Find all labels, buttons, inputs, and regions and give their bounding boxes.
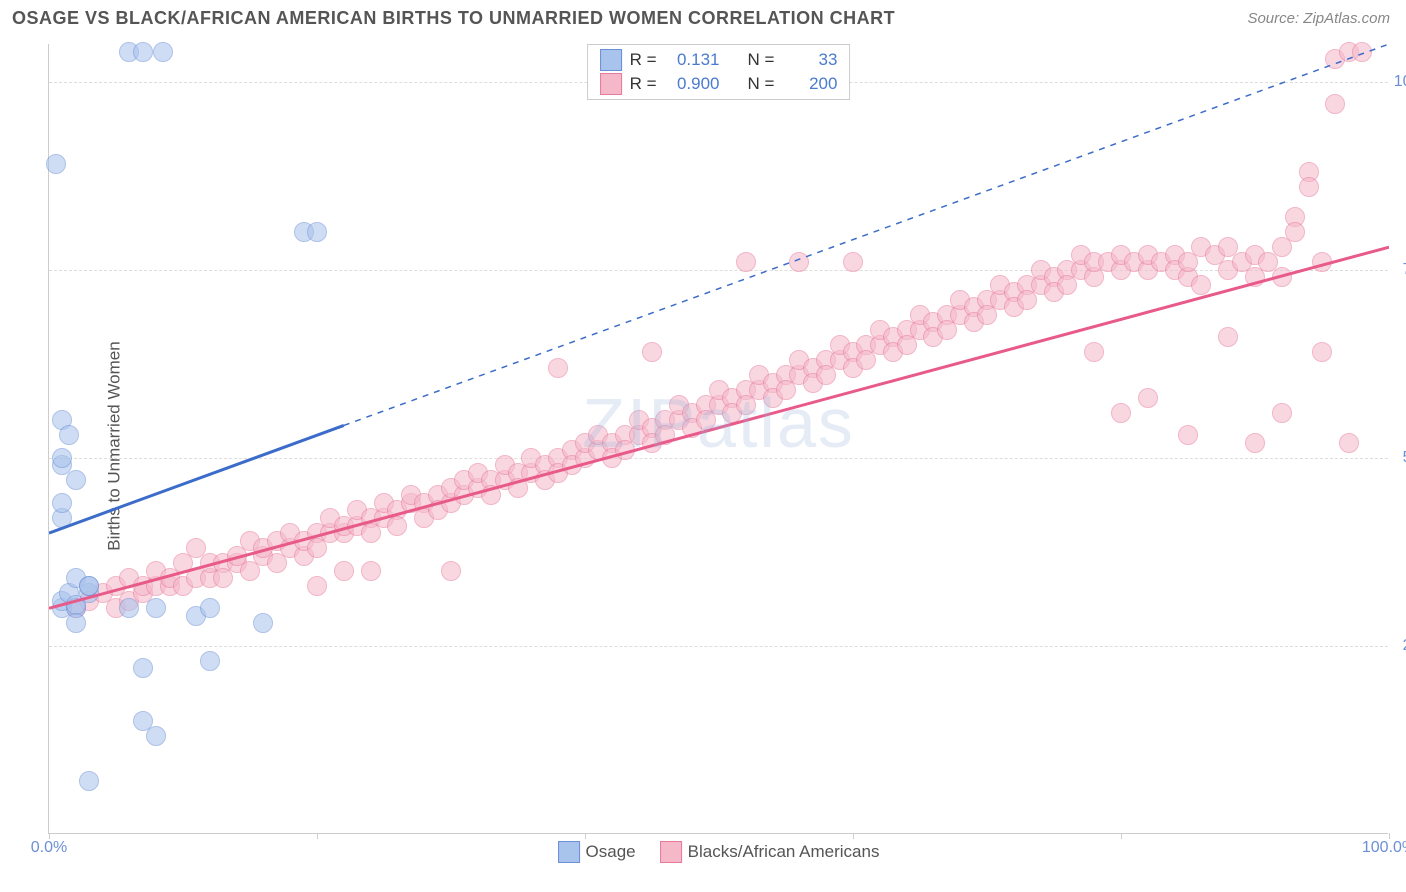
xtick-mark [585, 833, 586, 839]
scatter-point-black [1272, 403, 1292, 423]
n-label: N = [748, 50, 775, 70]
scatter-point-osage [46, 154, 66, 174]
legend-row-osage: R = 0.131 N = 33 [600, 49, 838, 71]
scatter-point-osage [153, 42, 173, 62]
scatter-point-black [361, 561, 381, 581]
xtick-label: 100.0% [1362, 839, 1406, 857]
chart-title: OSAGE VS BLACK/AFRICAN AMERICAN BIRTHS T… [12, 8, 895, 29]
scatter-point-osage [66, 613, 86, 633]
correlation-legend: R = 0.131 N = 33 R = 0.900 N = 200 [587, 44, 851, 100]
scatter-point-osage [119, 598, 139, 618]
scatter-point-black [334, 561, 354, 581]
scatter-point-black [441, 561, 461, 581]
ytick-label: 25.0% [1403, 637, 1406, 655]
scatter-point-black [1218, 327, 1238, 347]
ytick-label: 75.0% [1403, 261, 1406, 279]
scatter-point-osage [253, 613, 273, 633]
scatter-point-osage [307, 222, 327, 242]
scatter-point-osage [79, 576, 99, 596]
trend-line-solid-osage [49, 425, 344, 533]
swatch-black [660, 841, 682, 863]
scatter-point-black [1299, 177, 1319, 197]
scatter-point-osage [133, 658, 153, 678]
n-value-osage: 33 [782, 50, 837, 70]
xtick-label: 0.0% [31, 839, 67, 857]
legend-label-black: Blacks/African Americans [688, 842, 880, 862]
scatter-point-osage [52, 493, 72, 513]
scatter-point-black [1245, 433, 1265, 453]
scatter-point-osage [66, 470, 86, 490]
scatter-point-osage [200, 651, 220, 671]
scatter-point-osage [52, 448, 72, 468]
r-label: R = [630, 50, 657, 70]
r-label: R = [630, 74, 657, 94]
xtick-mark [1121, 833, 1122, 839]
scatter-point-black [548, 358, 568, 378]
scatter-point-osage [59, 425, 79, 445]
gridline-horizontal [49, 458, 1388, 459]
scatter-point-black [1339, 433, 1359, 453]
gridline-horizontal [49, 646, 1388, 647]
scatter-point-black [1312, 342, 1332, 362]
scatter-point-black [1272, 267, 1292, 287]
swatch-osage [558, 841, 580, 863]
xtick-mark [853, 833, 854, 839]
scatter-point-black [1352, 42, 1372, 62]
scatter-point-osage [146, 726, 166, 746]
r-value-osage: 0.131 [665, 50, 720, 70]
scatter-point-black [1138, 388, 1158, 408]
swatch-osage [600, 49, 622, 71]
scatter-point-black [843, 252, 863, 272]
series-legend: Osage Blacks/African Americans [558, 841, 880, 863]
scatter-point-black [1178, 425, 1198, 445]
scatter-point-osage [146, 598, 166, 618]
scatter-point-black [1084, 342, 1104, 362]
source-label: Source: ZipAtlas.com [1247, 10, 1390, 27]
scatter-point-osage [200, 598, 220, 618]
ytick-label: 100.0% [1394, 73, 1406, 91]
n-value-black: 200 [782, 74, 837, 94]
scatter-point-black [1285, 222, 1305, 242]
xtick-mark [317, 833, 318, 839]
swatch-black [600, 73, 622, 95]
legend-row-black: R = 0.900 N = 200 [600, 73, 838, 95]
legend-item-black: Blacks/African Americans [660, 841, 880, 863]
r-value-black: 0.900 [665, 74, 720, 94]
scatter-point-black [1111, 403, 1131, 423]
ytick-label: 50.0% [1403, 449, 1406, 467]
scatter-point-black [1191, 275, 1211, 295]
legend-item-osage: Osage [558, 841, 636, 863]
scatter-point-osage [133, 42, 153, 62]
scatter-point-black [642, 342, 662, 362]
scatter-point-black [1312, 252, 1332, 272]
scatter-point-black [1325, 94, 1345, 114]
n-label: N = [748, 74, 775, 94]
scatter-point-osage [79, 771, 99, 791]
scatter-point-black [307, 576, 327, 596]
scatter-chart: ZIPatlas R = 0.131 N = 33 R = 0.900 N = … [48, 44, 1388, 834]
scatter-point-black [736, 252, 756, 272]
scatter-point-black [789, 252, 809, 272]
scatter-point-black [387, 516, 407, 536]
legend-label-osage: Osage [586, 842, 636, 862]
